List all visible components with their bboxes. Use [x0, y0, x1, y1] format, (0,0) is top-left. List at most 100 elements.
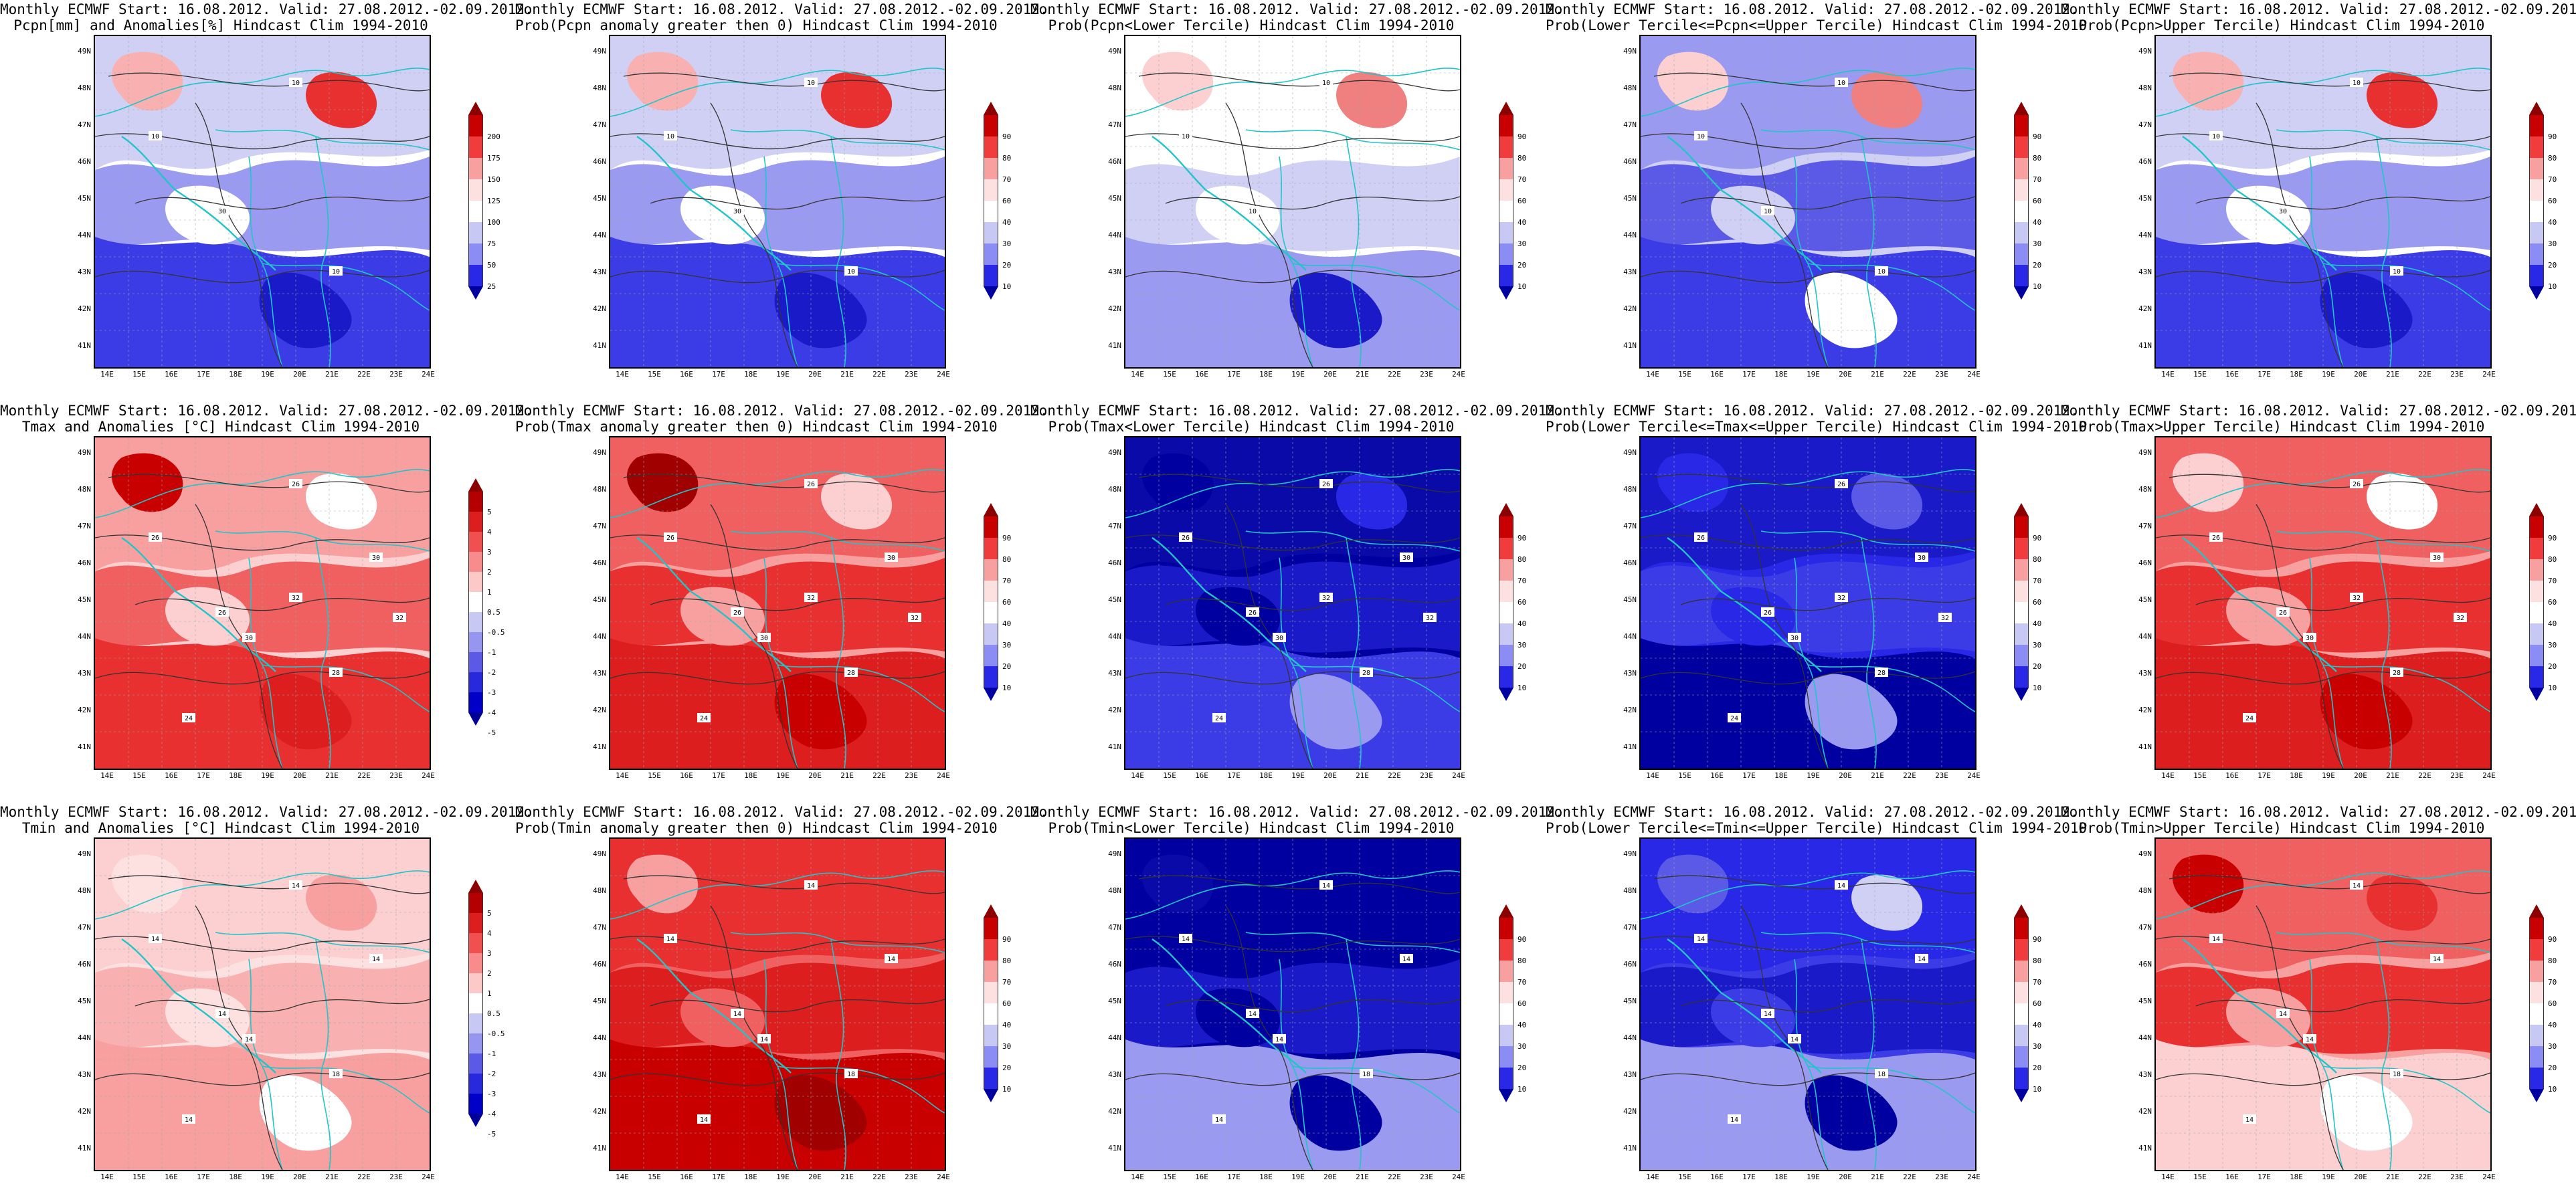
contour-label: 10 — [1319, 78, 1333, 87]
longitude-tick-label: 18E — [1774, 771, 1788, 780]
latitude-tick-label: 41N — [2138, 341, 2152, 350]
latitude-tick-label: 47N — [593, 522, 606, 530]
colorbar-tick-label: 80 — [1002, 555, 1012, 564]
colorbar-legend — [2014, 102, 2029, 300]
contour-label: 18 — [1360, 1069, 1373, 1078]
colorbar-segment — [2014, 201, 2029, 222]
latitude-tick-label: 46N — [1108, 960, 1121, 969]
colorbar-segment — [2529, 939, 2544, 961]
colorbar-segment — [2014, 961, 2029, 982]
field-shaded-region — [1125, 157, 1460, 252]
country-border — [95, 68, 430, 117]
country-border — [777, 1066, 945, 1114]
colorbar-segment — [1499, 1068, 1513, 1089]
contour-line — [610, 1072, 945, 1086]
svg-text:30: 30 — [760, 635, 768, 642]
latitude-tick-label: 45N — [1108, 194, 1121, 203]
contour-label: 10 — [289, 78, 302, 87]
svg-text:26: 26 — [218, 609, 226, 617]
panel-title-line2: Prob(Pcpn>Upper Tercile) Hindcast Clim 1… — [2078, 17, 2485, 33]
colorbar-tick-label: 40 — [2033, 218, 2042, 227]
colorbar-segment — [984, 645, 998, 666]
colorbar-segment — [468, 532, 483, 552]
contour-label: 26 — [2350, 479, 2363, 488]
contour-label: 10 — [844, 266, 858, 276]
longitude-tick-label: 23E — [1420, 370, 1433, 379]
contour-line — [1740, 905, 1829, 1170]
country-border — [248, 156, 283, 367]
contour-label: 30 — [1915, 553, 1928, 562]
coastline — [2182, 537, 2337, 672]
longitude-tick-label: 23E — [905, 370, 918, 379]
colorbar-segment — [1499, 243, 1513, 265]
colorbar-legend — [2529, 503, 2544, 701]
contour-line — [195, 504, 283, 769]
svg-text:14: 14 — [292, 882, 300, 890]
svg-text:30: 30 — [2279, 208, 2287, 215]
contour-label: 30 — [242, 633, 256, 642]
latitude-tick-label: 43N — [1623, 268, 1637, 276]
map-field-svg: 10 10 30 10 — [2156, 36, 2490, 367]
contour-label: 14 — [804, 880, 818, 890]
svg-text:26: 26 — [151, 534, 159, 542]
colorbar-segment — [468, 632, 483, 652]
longitude-tick-label: 19E — [2322, 1173, 2335, 1181]
svg-text:28: 28 — [2393, 670, 2401, 677]
latitude-tick-label: 42N — [78, 706, 91, 714]
latitude-tick-label: 48N — [593, 886, 606, 895]
longitude-tick-label: 23E — [2450, 1173, 2464, 1181]
longitude-tick-label: 22E — [2418, 370, 2431, 379]
longitude-tick-label: 14E — [2161, 771, 2175, 780]
colorbar-tick-label: 75 — [487, 239, 496, 248]
colorbar-legend — [1499, 503, 1513, 701]
map-panel: Monthly ECMWF Start: 16.08.2012. Valid: … — [1030, 401, 1564, 803]
colorbar-segment — [984, 201, 998, 222]
latitude-tick-label: 45N — [78, 595, 91, 604]
map-plot-area: 10 10 30 10 — [94, 35, 431, 369]
panel-title-line1: Monthly ECMWF Start: 16.08.2012. Valid: … — [1030, 403, 1564, 419]
longitude-tick-label: 23E — [1935, 1173, 1948, 1181]
colorbar-tick-label: 5 — [487, 909, 492, 918]
country-border — [777, 664, 945, 712]
longitude-tick-label: 22E — [2418, 771, 2431, 780]
longitude-tick-label: 16E — [1710, 1173, 1724, 1181]
contour-line — [1641, 671, 1975, 685]
colorbar-segment — [984, 115, 998, 136]
colorbar-segment — [2014, 602, 2029, 623]
field-shaded-region — [1289, 1075, 1382, 1151]
field-shaded-region — [1657, 52, 1729, 111]
country-border — [2322, 664, 2490, 712]
contour-line — [2195, 196, 2490, 210]
latitude-tick-label: 43N — [1623, 1070, 1637, 1079]
svg-text:26: 26 — [2279, 609, 2287, 617]
country-border — [2309, 156, 2344, 367]
longitude-tick-label: 23E — [389, 771, 403, 780]
latitude-tick-label: 47N — [2138, 120, 2152, 129]
longitude-tick-label: 16E — [2225, 370, 2239, 379]
colorbar-tick-label: 70 — [1517, 978, 1527, 987]
latitude-tick-label: 46N — [593, 157, 606, 166]
colorbar-tick-label: 80 — [2548, 957, 2557, 965]
colorbar-tick-label: 20 — [1002, 261, 1012, 270]
colorbar-tick-label: 20 — [2548, 662, 2557, 671]
colorbar-segment — [1499, 982, 1513, 1003]
svg-text:10: 10 — [2393, 268, 2401, 276]
contour-label: 14 — [2209, 934, 2223, 943]
latitude-tick-label: 47N — [1623, 522, 1637, 530]
latitude-tick-label: 43N — [1108, 669, 1121, 678]
colorbar-segment — [468, 512, 483, 532]
contour-label: 14 — [664, 934, 677, 943]
colorbar-tick-label: 70 — [2033, 978, 2042, 987]
svg-text:14: 14 — [887, 956, 895, 963]
latitude-tick-label: 44N — [593, 632, 606, 641]
longitude-tick-label: 14E — [100, 771, 114, 780]
longitude-tick-label: 15E — [1678, 771, 1691, 780]
colorbar-segment — [468, 243, 483, 265]
longitude-tick-label: 21E — [2386, 771, 2399, 780]
contour-label: 10 — [1246, 206, 1259, 215]
field-shaded-region — [1657, 854, 1729, 914]
country-border — [1641, 68, 1975, 117]
svg-text:10: 10 — [1697, 133, 1705, 140]
longitude-tick-label: 16E — [1710, 771, 1724, 780]
longitude-tick-label: 19E — [776, 370, 790, 379]
